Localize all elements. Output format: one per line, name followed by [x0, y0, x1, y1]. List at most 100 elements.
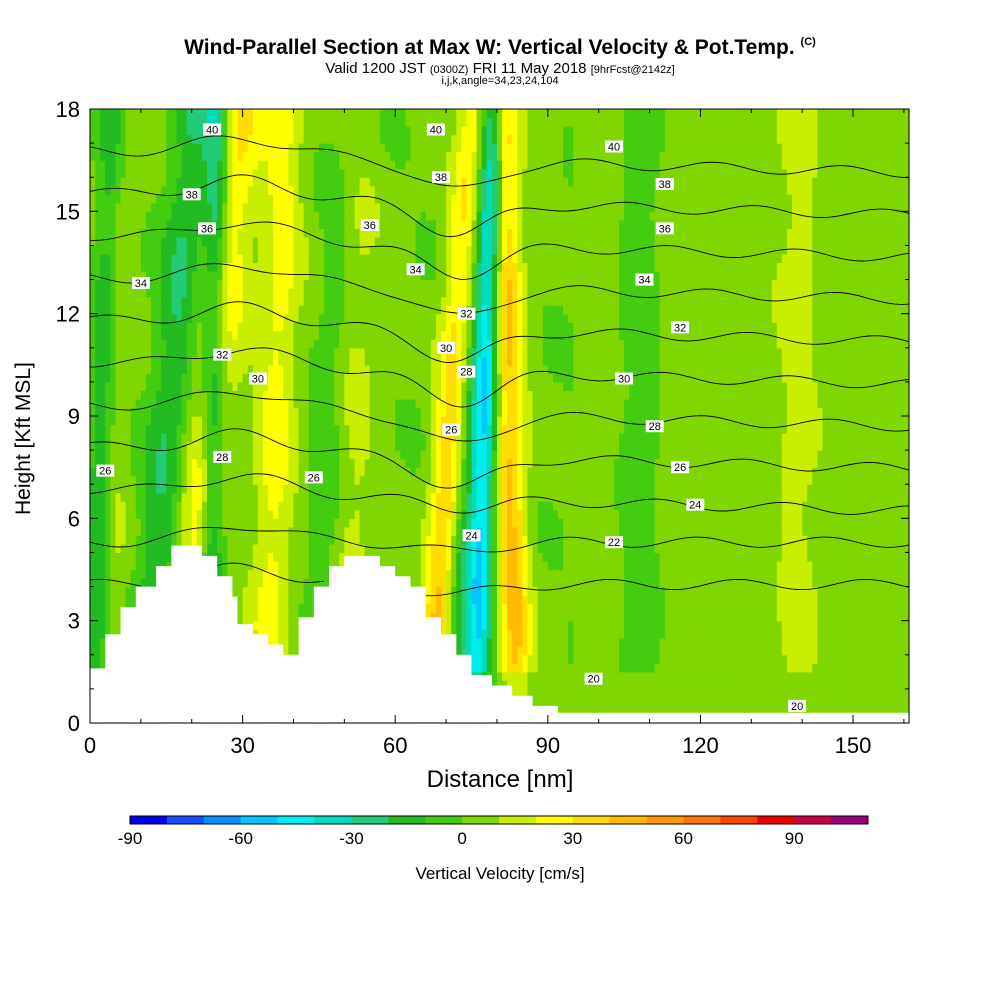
velocity-cell — [313, 143, 320, 153]
velocity-cell — [95, 390, 101, 400]
velocity-cell — [278, 168, 284, 178]
velocity-cell — [90, 117, 96, 127]
velocity-cell — [166, 390, 172, 400]
velocity-cell — [156, 168, 162, 178]
velocity-cell — [105, 518, 111, 528]
velocity-cell — [100, 271, 106, 281]
velocity-cell — [140, 390, 147, 400]
velocity-cell — [369, 424, 376, 434]
velocity-cell — [334, 330, 340, 340]
velocity-cell — [130, 484, 137, 494]
velocity-cell — [288, 211, 295, 221]
velocity-cell — [420, 458, 427, 468]
velocity-cell — [283, 330, 289, 340]
velocity-cell — [324, 322, 330, 332]
velocity-cell — [212, 398, 218, 409]
velocity-cell — [273, 219, 279, 229]
velocity-cell — [181, 433, 188, 443]
velocity-cell — [268, 509, 274, 519]
velocity-cell — [395, 407, 401, 417]
velocity-cell — [410, 501, 417, 511]
velocity-cell — [130, 126, 137, 136]
velocity-cell — [247, 117, 254, 127]
velocity-cell — [135, 560, 142, 571]
velocity-cell — [237, 313, 244, 323]
velocity-cell — [212, 501, 218, 511]
velocity-cell — [186, 484, 193, 494]
velocity-cell — [268, 475, 274, 485]
velocity-cell — [288, 518, 295, 528]
velocity-cell — [156, 160, 162, 170]
velocity-cell — [364, 458, 371, 468]
velocity-cell — [324, 526, 330, 536]
velocity-cell — [191, 109, 198, 119]
velocity-cell — [415, 373, 422, 383]
velocity-cell — [385, 288, 391, 298]
velocity-cell — [410, 552, 417, 562]
velocity-cell — [247, 458, 254, 468]
velocity-cell — [283, 390, 289, 400]
velocity-cell — [120, 364, 127, 374]
velocity-cell — [166, 185, 172, 195]
velocity-cell — [232, 271, 239, 281]
velocity-cell — [354, 475, 361, 485]
velocity-cell — [90, 475, 96, 485]
velocity-cell — [257, 381, 264, 392]
velocity-cell — [430, 441, 437, 451]
velocity-cell — [186, 253, 193, 264]
velocity-cell — [196, 416, 203, 426]
velocity-cell — [110, 441, 117, 451]
velocity-cell — [237, 603, 244, 613]
velocity-cell — [105, 578, 111, 588]
velocity-cell — [156, 330, 162, 340]
velocity-cell — [186, 381, 193, 392]
velocity-cell — [283, 126, 289, 136]
velocity-cell — [318, 279, 325, 289]
velocity-cell — [435, 526, 442, 536]
velocity-cell — [110, 398, 117, 409]
velocity-cell — [130, 228, 137, 238]
velocity-cell — [400, 126, 406, 136]
velocity-cell — [283, 160, 289, 170]
velocity-cell — [334, 313, 340, 323]
velocity-cell — [288, 526, 295, 536]
velocity-cell — [237, 253, 244, 264]
velocity-cell — [410, 381, 417, 392]
velocity-cell — [140, 509, 147, 519]
velocity-cell — [257, 228, 264, 238]
velocity-cell — [242, 330, 249, 340]
velocity-cell — [303, 484, 310, 494]
velocity-cell — [110, 407, 117, 417]
velocity-cell — [298, 288, 305, 298]
velocity-cell — [349, 262, 356, 272]
velocity-cell — [405, 552, 412, 562]
velocity-cell — [329, 185, 335, 195]
velocity-cell — [293, 433, 300, 443]
velocity-cell — [125, 151, 132, 161]
velocity-cell — [334, 288, 340, 298]
velocity-cell — [364, 117, 371, 127]
velocity-cell — [349, 458, 356, 468]
velocity-cell — [283, 143, 289, 153]
velocity-cell — [227, 279, 234, 289]
velocity-cell — [176, 228, 183, 238]
velocity-cell — [212, 416, 218, 426]
velocity-cell — [334, 339, 340, 349]
velocity-cell — [278, 578, 284, 588]
velocity-cell — [166, 433, 172, 443]
velocity-cell — [268, 160, 274, 170]
velocity-cell — [288, 151, 295, 161]
velocity-cell — [145, 262, 152, 272]
velocity-cell — [247, 262, 254, 272]
velocity-cell — [308, 126, 315, 136]
velocity-cell — [359, 424, 366, 434]
velocity-cell — [115, 177, 122, 187]
velocity-cell — [212, 236, 218, 247]
velocity-cell — [288, 262, 295, 272]
velocity-cell — [430, 535, 437, 545]
velocity-cell — [288, 629, 295, 639]
velocity-cell — [181, 245, 188, 255]
velocity-cell — [273, 202, 279, 212]
velocity-cell — [344, 296, 351, 306]
velocity-cell — [308, 509, 315, 519]
